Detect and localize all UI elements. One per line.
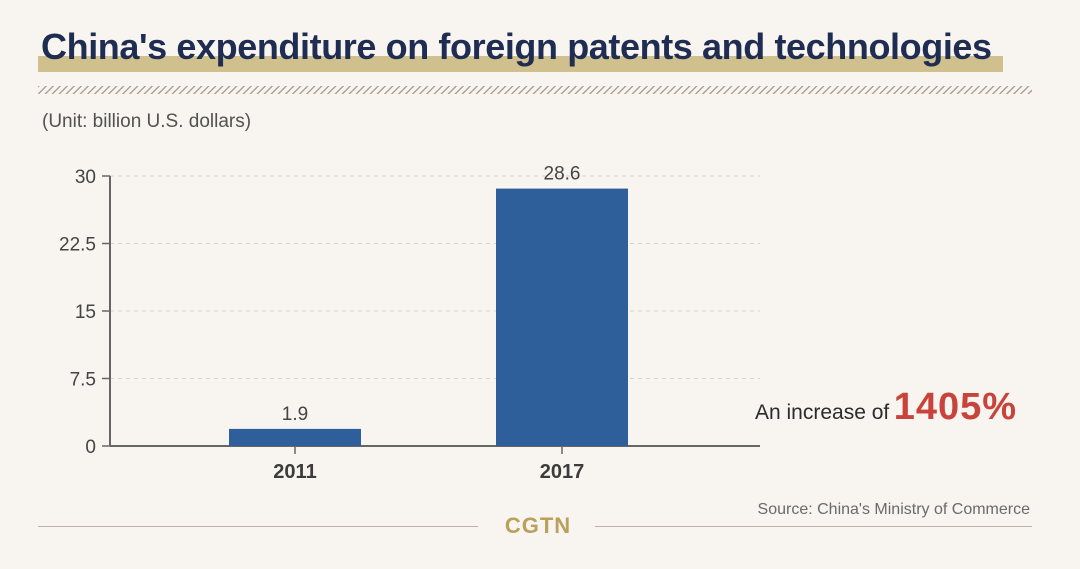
increase-callout: An increase of 1405%: [755, 386, 1055, 436]
x-tick-label: 2017: [540, 461, 585, 483]
title-highlight: [38, 56, 1003, 72]
title-block: China's expenditure on foreign patents a…: [38, 22, 1008, 80]
increase-value: 1405%: [893, 386, 1018, 428]
bar-2017: [496, 188, 628, 446]
x-tick-label: 2011: [273, 461, 316, 483]
bar-value-label: 1.9: [282, 404, 308, 425]
y-tick-label: 22.5: [59, 235, 96, 256]
increase-label: An increase of: [755, 401, 890, 424]
y-tick-label: 0: [85, 437, 96, 458]
x-axis-labels: 2011 2017: [273, 446, 584, 483]
y-tick-label: 7.5: [70, 370, 96, 391]
unit-label: (Unit: billion U.S. dollars): [42, 111, 252, 132]
grid-lines: [110, 175, 760, 379]
source-note: Source: China's Ministry of Commerce: [757, 501, 1030, 518]
chart-title: China's expenditure on foreign patents a…: [41, 26, 992, 67]
bars: 1.9 28.6: [229, 164, 628, 446]
brand-logo: CGTN: [504, 513, 572, 538]
y-tick-label: 15: [75, 302, 96, 323]
footer-divider-right: [595, 526, 1032, 527]
y-axis-ticks: 0 7.5 15 22.5 30: [59, 167, 110, 458]
hatched-divider: [38, 86, 1032, 94]
bar-value-label: 28.6: [544, 164, 581, 185]
bar-2011: [229, 428, 361, 446]
y-tick-label: 30: [75, 167, 96, 188]
footer-divider-left: [38, 526, 478, 527]
